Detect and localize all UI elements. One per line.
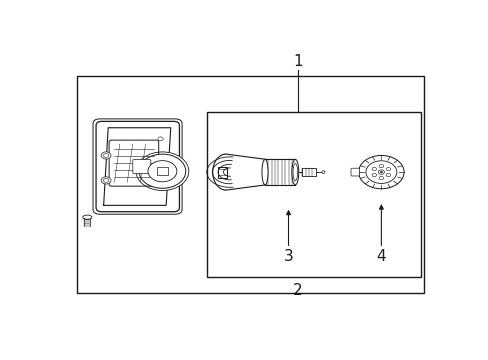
Bar: [218, 167, 227, 177]
Circle shape: [358, 156, 403, 189]
Circle shape: [101, 152, 111, 159]
Circle shape: [378, 165, 383, 168]
Text: 4: 4: [376, 249, 386, 264]
Circle shape: [378, 170, 384, 174]
FancyBboxPatch shape: [133, 159, 150, 174]
Circle shape: [158, 137, 163, 141]
Circle shape: [139, 154, 185, 188]
Bar: [157, 167, 167, 175]
Ellipse shape: [291, 159, 298, 185]
Circle shape: [148, 161, 177, 182]
Circle shape: [103, 153, 108, 157]
Text: 1: 1: [293, 54, 302, 69]
Ellipse shape: [82, 215, 92, 220]
Circle shape: [378, 176, 383, 180]
Circle shape: [386, 174, 390, 177]
Circle shape: [103, 179, 108, 183]
Ellipse shape: [292, 163, 297, 181]
Bar: [206, 112, 420, 278]
Text: 3: 3: [283, 249, 293, 264]
Text: 2: 2: [293, 283, 302, 298]
Circle shape: [371, 174, 376, 177]
Circle shape: [101, 177, 111, 184]
Ellipse shape: [321, 171, 324, 174]
FancyBboxPatch shape: [350, 168, 359, 176]
Polygon shape: [103, 128, 170, 205]
Circle shape: [386, 167, 390, 171]
Circle shape: [371, 167, 376, 171]
Bar: [302, 168, 315, 176]
Polygon shape: [225, 154, 265, 190]
Bar: [77, 76, 423, 293]
Circle shape: [380, 171, 382, 173]
Circle shape: [365, 161, 396, 183]
Ellipse shape: [262, 159, 267, 185]
Polygon shape: [264, 159, 295, 185]
Circle shape: [136, 152, 188, 190]
